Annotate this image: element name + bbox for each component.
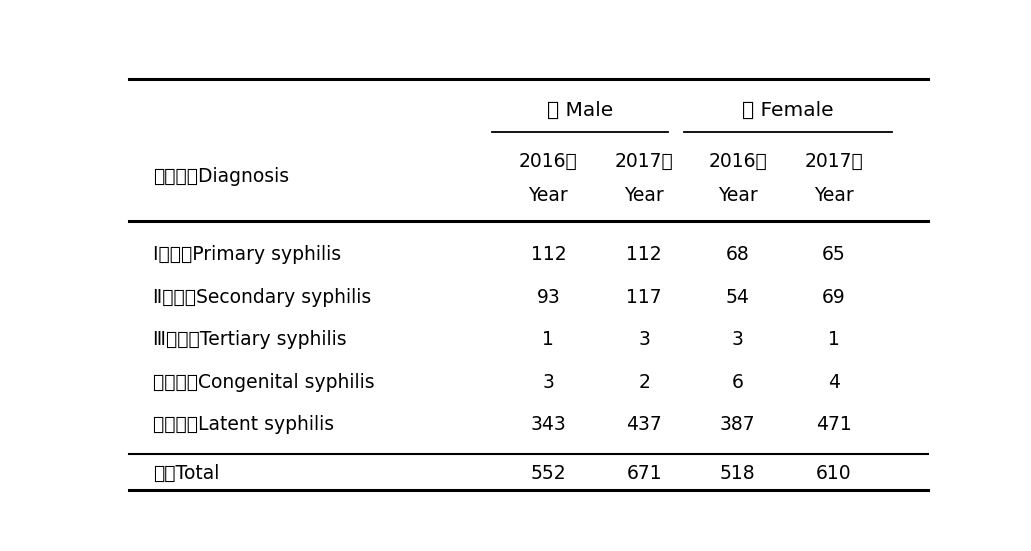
Text: 610: 610	[816, 464, 852, 483]
Text: Year: Year	[529, 186, 568, 205]
Text: Year: Year	[625, 186, 664, 205]
Text: 1: 1	[542, 330, 555, 349]
Text: 2: 2	[638, 372, 651, 392]
Text: 65: 65	[822, 245, 845, 264]
Text: 2017年: 2017年	[614, 152, 673, 171]
Text: 68: 68	[726, 245, 750, 264]
Text: 6: 6	[732, 372, 743, 392]
Text: Ⅰ期梅毒Primary syphilis: Ⅰ期梅毒Primary syphilis	[153, 245, 341, 264]
Text: Year: Year	[718, 186, 758, 205]
Text: 女 Female: 女 Female	[742, 101, 834, 120]
Text: 343: 343	[531, 415, 566, 434]
Text: 112: 112	[531, 245, 566, 264]
Text: 93: 93	[536, 288, 560, 307]
Text: 437: 437	[627, 415, 662, 434]
Text: 1: 1	[828, 330, 839, 349]
Text: 3: 3	[732, 330, 743, 349]
Text: 3: 3	[638, 330, 651, 349]
Text: 4: 4	[828, 372, 839, 392]
Text: Year: Year	[813, 186, 854, 205]
Text: Ⅱ期梅毒Secondary syphilis: Ⅱ期梅毒Secondary syphilis	[153, 288, 371, 307]
Text: 69: 69	[822, 288, 845, 307]
Text: 552: 552	[531, 464, 566, 483]
Text: 胎传梅毒Congenital syphilis: 胎传梅毒Congenital syphilis	[153, 372, 374, 392]
Text: Ⅲ期梅毒Tertiary syphilis: Ⅲ期梅毒Tertiary syphilis	[153, 330, 346, 349]
Text: 117: 117	[627, 288, 662, 307]
Text: 男 Male: 男 Male	[547, 101, 613, 120]
Text: 诊断分期Diagnosis: 诊断分期Diagnosis	[153, 167, 289, 186]
Text: 671: 671	[627, 464, 662, 483]
Text: 2016年: 2016年	[519, 152, 577, 171]
Text: 112: 112	[627, 245, 662, 264]
Text: 合计Total: 合计Total	[153, 464, 220, 483]
Text: 隐性梅毒Latent syphilis: 隐性梅毒Latent syphilis	[153, 415, 334, 434]
Text: 54: 54	[726, 288, 750, 307]
Text: 2017年: 2017年	[804, 152, 863, 171]
Text: 387: 387	[720, 415, 756, 434]
Text: 518: 518	[720, 464, 756, 483]
Text: 2016年: 2016年	[708, 152, 767, 171]
Text: 471: 471	[816, 415, 852, 434]
Text: 3: 3	[542, 372, 555, 392]
